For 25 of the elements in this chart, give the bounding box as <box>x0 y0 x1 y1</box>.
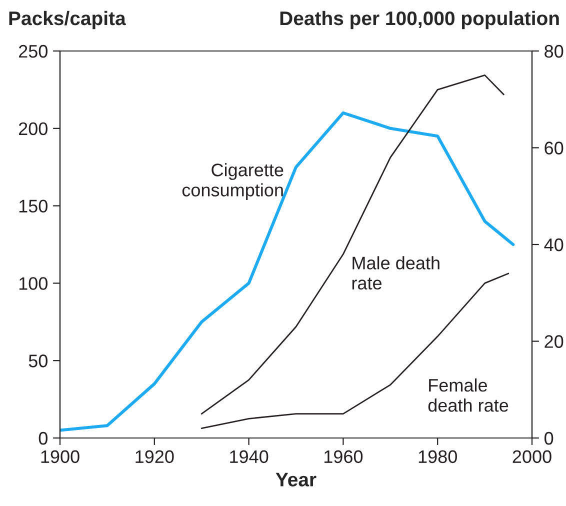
line-series <box>200 272 510 430</box>
x-tick-label: 1900 <box>41 450 80 464</box>
y2-tick-label: 60 <box>544 142 564 154</box>
y2-tick-label: 40 <box>544 238 564 252</box>
y-tick-label: 200 <box>18 122 48 136</box>
x-tick-label: 2000 <box>512 450 552 464</box>
y2-axis-title: Deaths per 100,000 population <box>280 10 559 30</box>
x-tick-label: 1960 <box>324 450 363 464</box>
series-label: Cigarette consumption <box>182 163 284 200</box>
y-tick-label: 0 <box>38 432 48 445</box>
x-tick-label: 1940 <box>230 450 268 464</box>
y2-tick-label: 20 <box>544 335 564 348</box>
x-tick-label: 1920 <box>136 450 174 464</box>
y-tick-label: 100 <box>19 277 48 290</box>
x-axis-title: Year <box>276 472 316 486</box>
series-label: Male death rate <box>352 256 440 290</box>
x-tick-label: 1980 <box>418 450 457 464</box>
series-label: Female death rate <box>428 378 508 412</box>
y-tick-label: 150 <box>19 200 48 213</box>
y-axis-title: Packs/capita <box>9 10 126 30</box>
line-series <box>60 111 515 432</box>
y-tick-label: 250 <box>18 44 48 58</box>
y2-tick-label: 0 <box>544 432 554 445</box>
y2-tick-label: 80 <box>544 44 564 58</box>
y-tick-label: 50 <box>28 354 48 368</box>
